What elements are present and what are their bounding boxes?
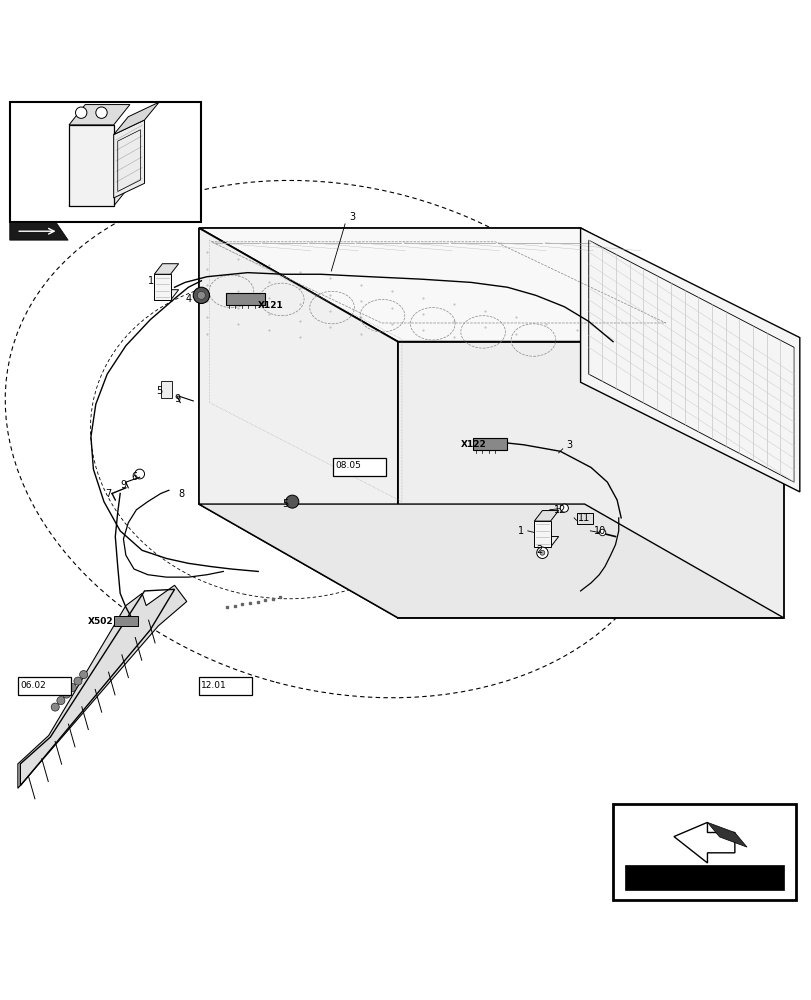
Bar <box>161 381 172 398</box>
Polygon shape <box>10 222 68 240</box>
Text: X122: X122 <box>461 440 487 449</box>
Text: 3: 3 <box>349 212 355 222</box>
Bar <box>225 293 264 305</box>
Text: 06.02: 06.02 <box>20 681 46 690</box>
Circle shape <box>560 504 568 512</box>
Circle shape <box>96 107 107 118</box>
Polygon shape <box>534 511 558 521</box>
Polygon shape <box>397 342 783 618</box>
Polygon shape <box>199 228 397 618</box>
Polygon shape <box>69 105 130 125</box>
Text: 08.05: 08.05 <box>335 461 361 470</box>
Polygon shape <box>673 822 734 863</box>
Circle shape <box>57 697 65 705</box>
Polygon shape <box>199 504 783 618</box>
Circle shape <box>75 107 87 118</box>
Polygon shape <box>199 228 783 342</box>
Text: X502: X502 <box>88 617 114 626</box>
Text: 2: 2 <box>535 545 542 555</box>
Bar <box>199 677 251 695</box>
Polygon shape <box>69 186 130 206</box>
Circle shape <box>62 690 71 698</box>
Text: 4: 4 <box>185 294 191 304</box>
Text: 5: 5 <box>156 386 162 396</box>
Circle shape <box>539 550 544 555</box>
Text: 9: 9 <box>174 394 181 404</box>
Polygon shape <box>534 521 550 547</box>
Polygon shape <box>154 264 178 274</box>
Text: 12: 12 <box>553 505 565 515</box>
Text: 12.01: 12.01 <box>201 681 227 690</box>
Bar <box>18 677 71 695</box>
Circle shape <box>536 547 547 558</box>
Text: 7: 7 <box>105 489 112 499</box>
Circle shape <box>193 287 209 303</box>
Polygon shape <box>114 120 144 198</box>
Bar <box>114 616 138 626</box>
Bar <box>612 804 795 900</box>
Polygon shape <box>18 585 187 788</box>
Bar <box>472 438 506 450</box>
Bar <box>333 458 385 476</box>
Circle shape <box>135 469 144 479</box>
Circle shape <box>599 529 605 536</box>
Text: 3: 3 <box>566 440 573 450</box>
Text: X121: X121 <box>258 301 284 310</box>
Circle shape <box>79 671 88 679</box>
Polygon shape <box>580 228 799 492</box>
Bar <box>10 102 200 222</box>
Circle shape <box>285 495 298 508</box>
Polygon shape <box>706 822 746 847</box>
Text: 9: 9 <box>120 480 127 490</box>
Circle shape <box>51 703 59 711</box>
Circle shape <box>74 677 82 685</box>
Polygon shape <box>154 274 170 300</box>
Text: 11: 11 <box>577 513 590 523</box>
Text: 10: 10 <box>594 526 606 536</box>
Polygon shape <box>114 102 159 135</box>
Circle shape <box>197 291 205 299</box>
Text: 6: 6 <box>131 472 138 482</box>
Text: 1: 1 <box>148 276 154 286</box>
Bar <box>576 513 592 524</box>
Text: 1: 1 <box>517 526 524 536</box>
Bar <box>624 865 783 890</box>
Polygon shape <box>534 537 558 547</box>
Text: 5: 5 <box>282 499 289 509</box>
Circle shape <box>68 684 76 692</box>
Polygon shape <box>69 125 114 206</box>
Polygon shape <box>154 290 178 300</box>
Text: 8: 8 <box>178 489 185 499</box>
